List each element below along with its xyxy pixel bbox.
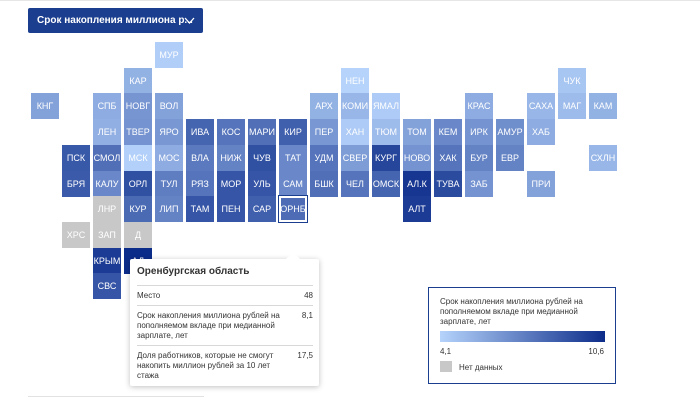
indicator-dropdown-label: Срок накопления миллиона р... — [37, 15, 193, 26]
region-tile[interactable]: ЯМАЛ — [372, 93, 400, 119]
legend-min-label: 4,1 — [440, 347, 452, 356]
region-tile[interactable]: ТВЕР — [124, 119, 152, 145]
tooltip-label-rank: Место — [137, 291, 161, 300]
region-tile[interactable]: ЛИП — [155, 196, 183, 222]
tooltip-title: Оренбургская область — [137, 266, 250, 277]
region-tile[interactable]: НЕН — [341, 68, 369, 94]
region-tile[interactable]: ТОМ — [403, 119, 431, 145]
region-tile[interactable]: КРАС — [465, 93, 493, 119]
region-tile[interactable]: ТАМ — [186, 196, 214, 222]
region-tile[interactable]: БШК — [310, 171, 338, 197]
region-tile[interactable]: ЗАП — [93, 222, 121, 248]
region-tile[interactable]: НИЖ — [217, 145, 245, 171]
region-tile[interactable]: КАР — [124, 68, 152, 94]
region-tile[interactable]: ТАТ — [279, 145, 307, 171]
chevron-down-icon — [184, 17, 195, 24]
bottom-divider — [28, 396, 204, 397]
region-tile[interactable]: САР — [248, 196, 276, 222]
region-tile[interactable]: ЧУК — [558, 68, 586, 94]
region-tile[interactable]: СПБ — [93, 93, 121, 119]
region-tile[interactable]: ТУЛ — [155, 171, 183, 197]
tooltip-row-share: Доля работников, которые не смогут накоп… — [137, 345, 313, 384]
region-tile[interactable]: НОВО — [403, 145, 431, 171]
region-tile[interactable]: ВЛА — [186, 145, 214, 171]
tooltip-label-years: Срок накопления миллиона рублей на попол… — [137, 311, 280, 340]
region-tile[interactable]: ПРИ — [527, 171, 555, 197]
region-tile[interactable]: ХАК — [434, 145, 462, 171]
region-tile[interactable]: СВЕР — [341, 145, 369, 171]
legend-gradient-bar — [440, 331, 605, 342]
region-tile[interactable]: МСК — [124, 145, 152, 171]
region-tile[interactable]: ПЕН — [217, 196, 245, 222]
indicator-dropdown[interactable]: Срок накопления миллиона р... — [28, 8, 203, 33]
tooltip-label-share: Доля работников, которые не смогут накоп… — [137, 351, 274, 380]
region-tile[interactable]: ЛНР — [93, 196, 121, 222]
legend-max-label: 10,6 — [588, 347, 604, 356]
legend-nodata-label: Нет данных — [459, 363, 503, 372]
map-legend: Срок накопления миллиона рублей на попол… — [428, 287, 616, 384]
region-tile[interactable]: ЧУВ — [248, 145, 276, 171]
region-tile[interactable]: ПЕР — [310, 119, 338, 145]
region-tile[interactable]: УДМ — [310, 145, 338, 171]
top-divider — [0, 0, 700, 1]
legend-nodata-swatch — [440, 361, 452, 372]
tooltip-pointer — [286, 252, 300, 259]
region-tile[interactable]: АРХ — [310, 93, 338, 119]
tooltip-row-years: Срок накопления миллиона рублей на попол… — [137, 305, 313, 346]
region-tile[interactable]: ХАБ — [527, 119, 555, 145]
region-tile[interactable]: РЯЗ — [186, 171, 214, 197]
tooltip-value-rank: 48 — [304, 291, 313, 300]
region-tile[interactable]: КАЛУ — [93, 171, 121, 197]
region-tile[interactable]: ВОЛ — [155, 93, 183, 119]
region-tile[interactable]: ПСК — [62, 145, 90, 171]
region-tile[interactable]: ОРЛ — [124, 171, 152, 197]
region-tile[interactable]: КУР — [124, 196, 152, 222]
region-tile[interactable]: КОМИ — [341, 93, 369, 119]
region-tile[interactable]: ЕВР — [496, 145, 524, 171]
region-tile[interactable]: МОР — [217, 171, 245, 197]
region-tile[interactable]: ЗАБ — [465, 171, 493, 197]
region-tile[interactable]: АЛТ — [403, 196, 431, 222]
tooltip-value-share: 17,5 — [297, 351, 313, 360]
region-tile[interactable]: АЛ.К — [403, 171, 431, 197]
region-tile[interactable]: ЛЕН — [93, 119, 121, 145]
region-tile[interactable]: СВС — [93, 273, 121, 299]
region-tile[interactable]: БРЯ — [62, 171, 90, 197]
region-tile[interactable]: КАМ — [589, 93, 617, 119]
region-tile[interactable]: Д — [124, 222, 152, 248]
legend-title: Срок накопления миллиона рублей на попол… — [440, 297, 583, 326]
region-tile[interactable]: АМУР — [496, 119, 524, 145]
region-tile[interactable]: ОМСК — [372, 171, 400, 197]
region-tile[interactable]: САМ — [279, 171, 307, 197]
region-tile[interactable]: ХАН — [341, 119, 369, 145]
region-tile[interactable]: БУР — [465, 145, 493, 171]
region-tile[interactable]: КИР — [279, 119, 307, 145]
region-tile[interactable]: КНГ — [31, 93, 59, 119]
region-tile[interactable]: ТУВА — [434, 171, 462, 197]
region-tile[interactable]: МАРИ — [248, 119, 276, 145]
region-tooltip: Оренбургская область Место 48 Срок накоп… — [130, 252, 319, 386]
region-tile[interactable]: НОВГ — [124, 93, 152, 119]
region-tile[interactable]: СМОЛ — [93, 145, 121, 171]
region-tile[interactable]: МОС — [155, 145, 183, 171]
region-tile[interactable]: ИВА — [186, 119, 214, 145]
region-tile[interactable]: ИРК — [465, 119, 493, 145]
region-tile[interactable]: ОРНБ — [279, 196, 307, 222]
region-tile[interactable]: ХРС — [62, 222, 90, 248]
region-tile[interactable]: СХЛН — [589, 145, 617, 171]
region-tile[interactable]: САХА — [527, 93, 555, 119]
tooltip-row-rank: Место 48 — [137, 285, 313, 306]
region-tile[interactable]: МАГ — [558, 93, 586, 119]
region-tile[interactable]: ЯРО — [155, 119, 183, 145]
region-tile[interactable]: ТЮМ — [372, 119, 400, 145]
region-tile[interactable]: КЕМ — [434, 119, 462, 145]
region-tile[interactable]: КОС — [217, 119, 245, 145]
region-tile[interactable]: КУРГ — [372, 145, 400, 171]
tooltip-value-years: 8,1 — [301, 311, 313, 320]
region-tile[interactable]: КРЫМ — [93, 248, 121, 274]
region-tile[interactable]: МУР — [155, 42, 183, 68]
region-tile[interactable]: УЛЬ — [248, 171, 276, 197]
region-tile[interactable]: ЧЕЛ — [341, 171, 369, 197]
